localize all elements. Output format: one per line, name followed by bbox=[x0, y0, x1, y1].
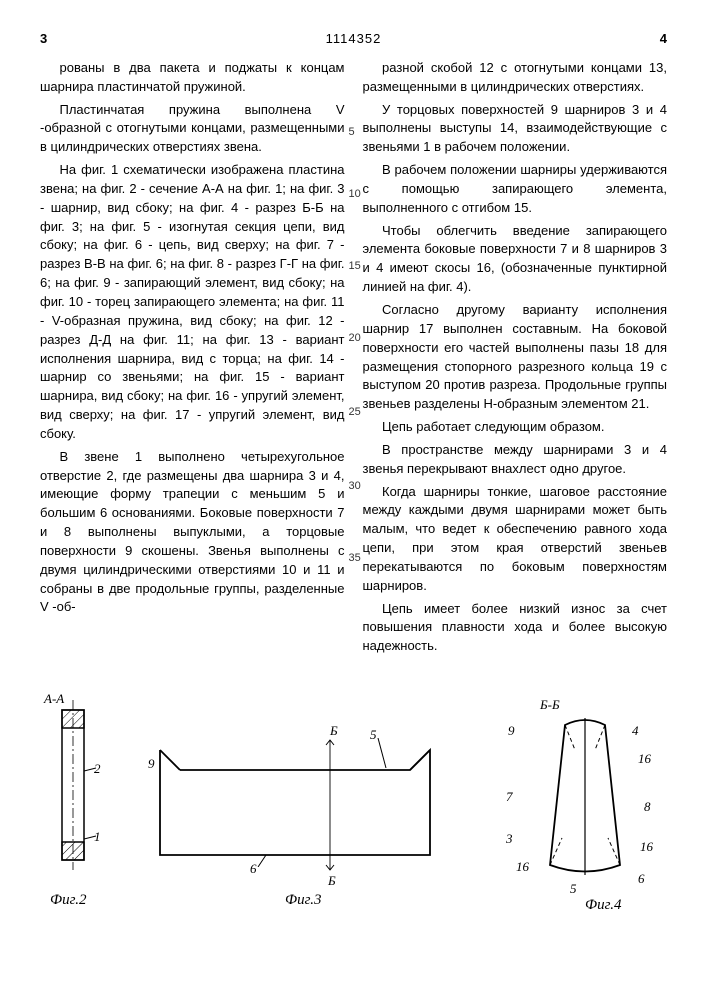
para: Чтобы облегчить введение запирающего эле… bbox=[363, 222, 668, 297]
left-column: рованы в два пакета и поджаты к концам ш… bbox=[40, 59, 345, 660]
callout: 7 bbox=[506, 788, 513, 807]
section-label: Б-Б bbox=[540, 696, 560, 715]
para: Когда шарниры тонкие, шаговое расстояние… bbox=[363, 483, 668, 596]
para: Согласно другому варианту исполнения шар… bbox=[363, 301, 668, 414]
callout: 5 bbox=[570, 880, 577, 899]
para: Цепь имеет более низкий износ за счет по… bbox=[363, 600, 668, 657]
figure-label: Фиг.3 bbox=[285, 890, 321, 912]
para: В пространстве между шарнирами 3 и 4 зве… bbox=[363, 441, 668, 479]
callout: 16 bbox=[638, 750, 651, 769]
text-columns: рованы в два пакета и поджаты к концам ш… bbox=[40, 59, 667, 660]
para: В рабочем положении шарниры удерживаются… bbox=[363, 161, 668, 218]
para: В звене 1 выполнено четырехугольное отве… bbox=[40, 448, 345, 618]
section-label: A-A bbox=[44, 690, 64, 709]
right-column: 5 10 15 20 25 30 35 разной скобой 12 с о… bbox=[363, 59, 668, 660]
para: рованы в два пакета и поджаты к концам ш… bbox=[40, 59, 345, 97]
line-number: 20 bbox=[349, 331, 361, 347]
line-number: 5 bbox=[349, 125, 355, 141]
callout: Б bbox=[330, 722, 338, 741]
callout: 9 bbox=[508, 722, 515, 741]
leader-line bbox=[256, 855, 268, 867]
para: Пластинчатая пружина выполнена V -образн… bbox=[40, 101, 345, 158]
figure-label: Фиг.2 bbox=[50, 890, 86, 912]
leader-line bbox=[376, 738, 396, 768]
figure-3 bbox=[145, 735, 445, 905]
page-number-right: 4 bbox=[660, 30, 667, 49]
para: На фиг. 1 схематически изображена пласти… bbox=[40, 161, 345, 444]
callout: 4 bbox=[632, 722, 639, 741]
callout: 6 bbox=[638, 870, 645, 889]
page-header: 3 4 1114352 bbox=[40, 30, 667, 49]
para: У торцовых поверхностей 9 шарниров 3 и 4… bbox=[363, 101, 668, 158]
line-number: 25 bbox=[349, 405, 361, 421]
figures-area: A-A 2 1 Фиг.2 Б Б 5 9 6 Фиг.3 Б-Б 9 4 16… bbox=[40, 680, 667, 960]
para: Цепь работает следующим образом. bbox=[363, 418, 668, 437]
leader-line bbox=[84, 766, 104, 776]
line-number: 10 bbox=[349, 187, 361, 203]
figure-2 bbox=[40, 690, 110, 890]
line-number: 35 bbox=[349, 551, 361, 567]
para: разной скобой 12 с отогнутыми концами 13… bbox=[363, 59, 668, 97]
callout: Б bbox=[328, 872, 336, 891]
figure-4 bbox=[520, 710, 650, 900]
leader-line bbox=[84, 834, 104, 844]
callout: 16 bbox=[516, 858, 529, 877]
line-number: 30 bbox=[349, 479, 361, 495]
callout: 8 bbox=[644, 798, 651, 817]
callout: 3 bbox=[506, 830, 513, 849]
callout: 16 bbox=[640, 838, 653, 857]
line-number: 15 bbox=[349, 259, 361, 275]
callout: 9 bbox=[148, 755, 155, 774]
page-number-left: 3 bbox=[40, 30, 47, 49]
figure-label: Фиг.4 bbox=[585, 895, 621, 917]
document-number: 1114352 bbox=[326, 31, 382, 46]
